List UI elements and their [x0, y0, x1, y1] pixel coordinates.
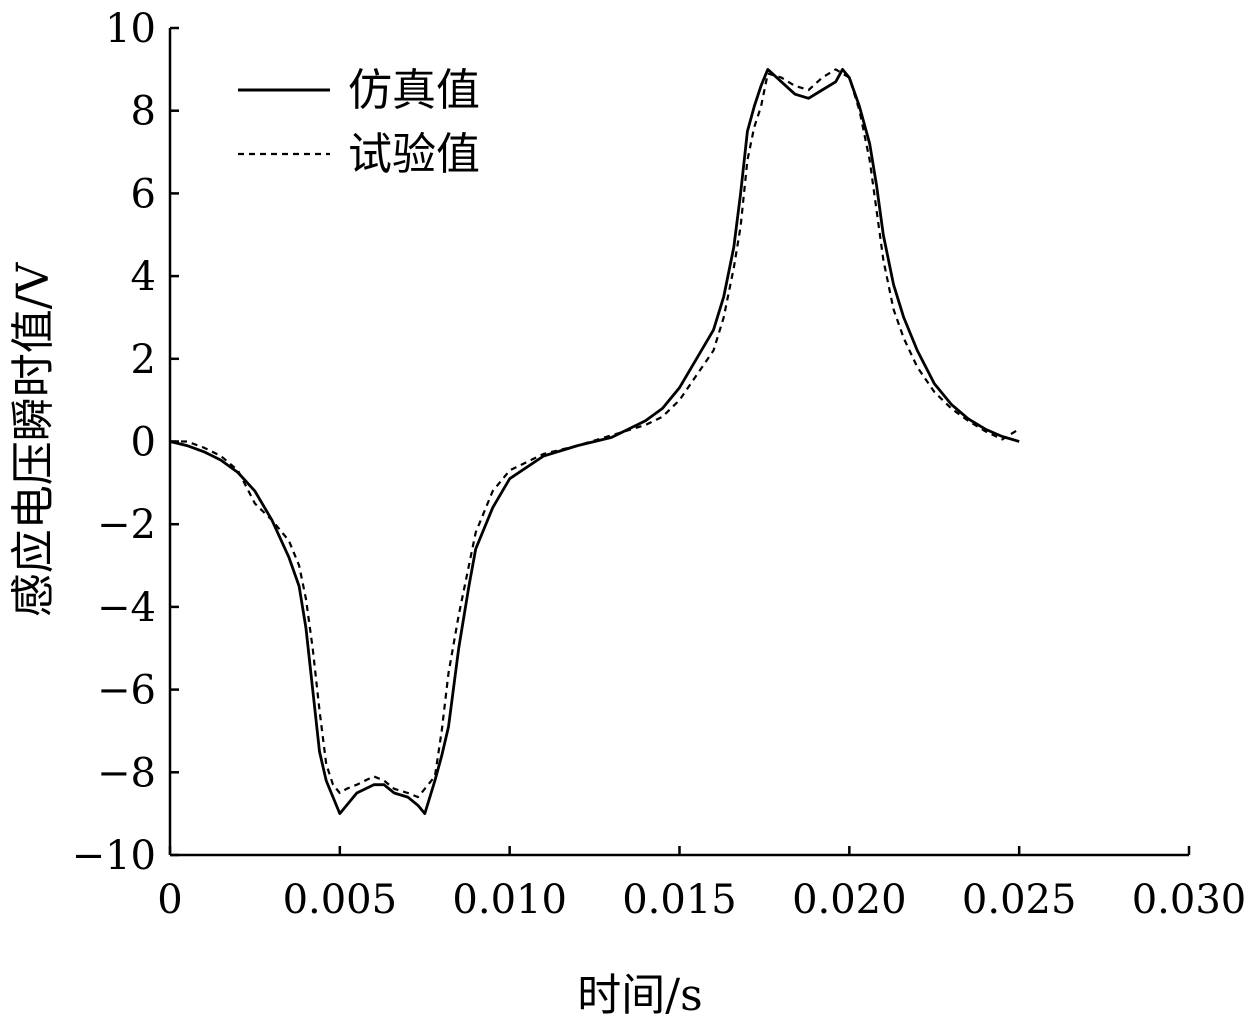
x-axis-label: 时间/s [577, 970, 702, 1021]
y-tick-label: −10 [72, 833, 156, 879]
x-tick-label: 0.015 [622, 877, 737, 923]
x-tick-label: 0.005 [283, 877, 398, 923]
y-tick-label: −2 [97, 502, 156, 548]
y-axis-label: 感应电压瞬时值/V [8, 261, 59, 617]
x-tick-label: 0 [157, 877, 182, 923]
legend-label-2: 试验值 [348, 129, 480, 180]
y-tick-label: 8 [131, 89, 156, 135]
series-layer [169, 68, 1020, 815]
y-tick-label: −4 [97, 585, 156, 631]
y-axis-ticks: −10 −8 −6 −4 −2 0 2 4 6 8 10 [72, 6, 179, 879]
y-tick-label: −8 [97, 750, 156, 796]
y-tick-label: 10 [105, 6, 156, 52]
y-tick-label: 4 [131, 254, 156, 300]
y-tick-label: −6 [97, 668, 156, 714]
series-line-2 [170, 68, 1020, 799]
x-tick-label: 0.030 [1132, 877, 1247, 923]
x-tick-label: 0.020 [792, 877, 907, 923]
x-tick-label: 0.010 [452, 877, 567, 923]
y-tick-label: 2 [131, 337, 156, 383]
x-tick-label: 0.025 [962, 877, 1077, 923]
legend-label-1: 仿真值 [348, 65, 480, 116]
y-tick-label: 6 [131, 171, 156, 217]
y-tick-label: 0 [131, 420, 156, 466]
x-axis-ticks: 0 0.005 0.010 0.015 0.020 0.025 0.030 [157, 846, 1246, 923]
